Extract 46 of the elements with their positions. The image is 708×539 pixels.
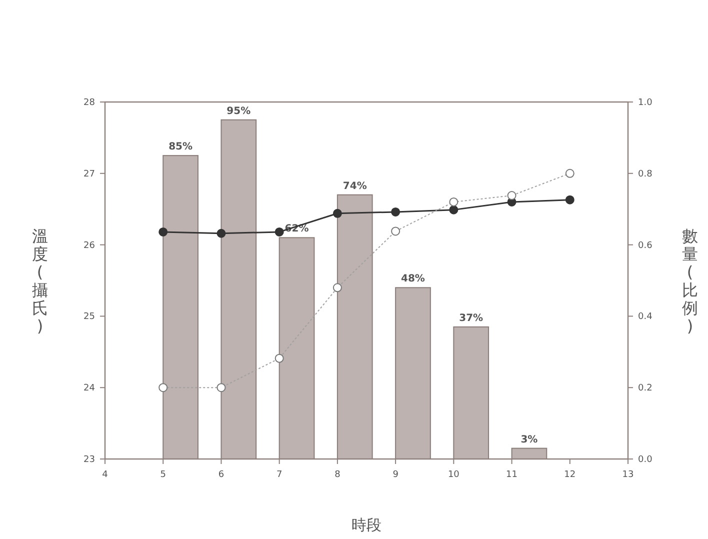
point [158,383,168,392]
y2-tick-label: 0.8 [638,169,653,180]
point [274,227,284,236]
y2-axis-title: 數量(比例) [682,226,698,336]
x-tick-label: 11 [506,470,518,480]
point [332,208,342,218]
y2-tick-label: 1.0 [638,98,653,108]
x-tick-label: 7 [276,470,282,480]
y2-tick-label: 0.0 [638,455,653,465]
data-label: 37% [459,312,484,324]
point [332,283,342,292]
x-tick-label: 12 [564,470,576,480]
point [507,191,516,200]
y-tick-label: 23 [84,455,95,465]
point [565,195,574,204]
x-axis-title: 時段 [352,516,382,534]
point [158,227,168,236]
data-label: 74% [342,180,367,192]
data-label: 48% [401,274,425,285]
data-label: 3% [520,434,538,446]
y-tick-label: 24 [84,384,96,394]
x-tick-label: 10 [448,470,460,480]
point [449,205,458,214]
y2-tick-label: 0.6 [638,240,653,251]
point [391,226,400,236]
y-tick-label: 25 [84,312,95,322]
x-tick-label: 13 [622,470,634,480]
x-tick-label: 6 [218,470,224,480]
y-axis-title: 溫度(攝氏) [32,226,48,336]
y-tick-label: 26 [84,240,96,251]
x-tick-label: 9 [392,470,399,480]
y2-tick-label: 0.4 [638,312,653,322]
data-label: 95% [226,106,251,117]
point [449,197,458,206]
y-tick-label: 28 [84,98,96,108]
point [565,168,574,178]
x-tick-label: 5 [160,470,166,480]
x-tick-label: 4 [102,470,108,480]
point [216,383,226,392]
y-tick-label: 27 [84,169,95,180]
point [274,354,284,363]
data-label: 85% [168,142,193,153]
y2-tick-label: 0.2 [638,384,652,394]
point [216,228,226,238]
x-tick-label: 8 [334,470,341,480]
point [391,207,400,216]
